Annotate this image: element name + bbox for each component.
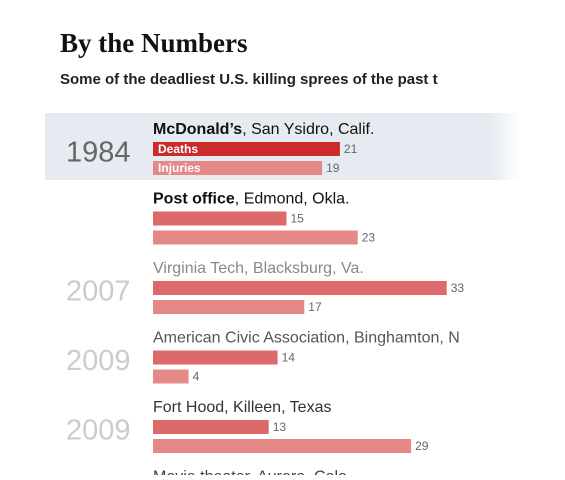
venue: McDonald’s	[153, 121, 242, 138]
bar	[153, 281, 447, 295]
venue: Fort Hood	[153, 399, 224, 416]
row-label: Fort Hood, Killeen, Texas	[153, 399, 331, 416]
chart-subtitle: Some of the deadliest U.S. killing spree…	[60, 71, 438, 88]
bar	[153, 369, 189, 384]
value-label: 14	[282, 351, 296, 365]
legend-label: Deaths	[158, 142, 198, 156]
venue: American Civic Association	[153, 330, 345, 347]
value-label: 19	[326, 161, 340, 175]
bar	[153, 211, 287, 226]
value-label: 15	[291, 212, 305, 226]
bar	[153, 350, 278, 365]
place: , Binghamton, N	[345, 330, 460, 347]
bar	[153, 230, 358, 245]
bar	[153, 161, 323, 175]
row-label: Post office, Edmond, Okla.	[153, 191, 350, 208]
fade	[490, 0, 520, 475]
venue: Post office	[153, 191, 235, 208]
row-label: McDonald’s, San Ysidro, Calif.	[153, 121, 374, 138]
year: 2007	[66, 276, 131, 308]
value-label: 21	[344, 142, 358, 156]
venue: Virginia Tech	[153, 260, 244, 277]
year: 1984	[66, 137, 131, 169]
content: By the Numbers Some of the deadliest U.S…	[45, 28, 520, 475]
year: 2009	[66, 415, 131, 447]
row-label: American Civic Association, Binghamton, …	[153, 330, 460, 347]
bar	[153, 420, 269, 434]
place: , Aurora, Colo.	[249, 469, 351, 475]
place: , San Ysidro, Calif.	[242, 121, 374, 138]
venue: Movie theater	[153, 469, 251, 475]
place: , Edmond, Okla.	[235, 191, 350, 208]
bar	[153, 300, 305, 314]
value-label: 23	[362, 231, 376, 245]
value-label: 17	[308, 300, 322, 314]
place: , Killeen, Texas	[224, 399, 331, 416]
place: , Blacksburg, Va.	[244, 260, 364, 277]
bar	[153, 142, 340, 156]
value-label: 13	[273, 420, 287, 434]
legend-label: Injuries	[158, 161, 201, 175]
value-label: 33	[451, 281, 465, 295]
row-label: Virginia Tech, Blacksburg, Va.	[153, 260, 364, 277]
row-label: Movie theater, Aurora, Colo.	[153, 469, 351, 475]
year: 2009	[66, 345, 131, 377]
bar	[153, 439, 412, 453]
value-label: 29	[415, 439, 429, 453]
value-label: 4	[193, 370, 200, 384]
chart-title: By the Numbers	[60, 28, 248, 58]
